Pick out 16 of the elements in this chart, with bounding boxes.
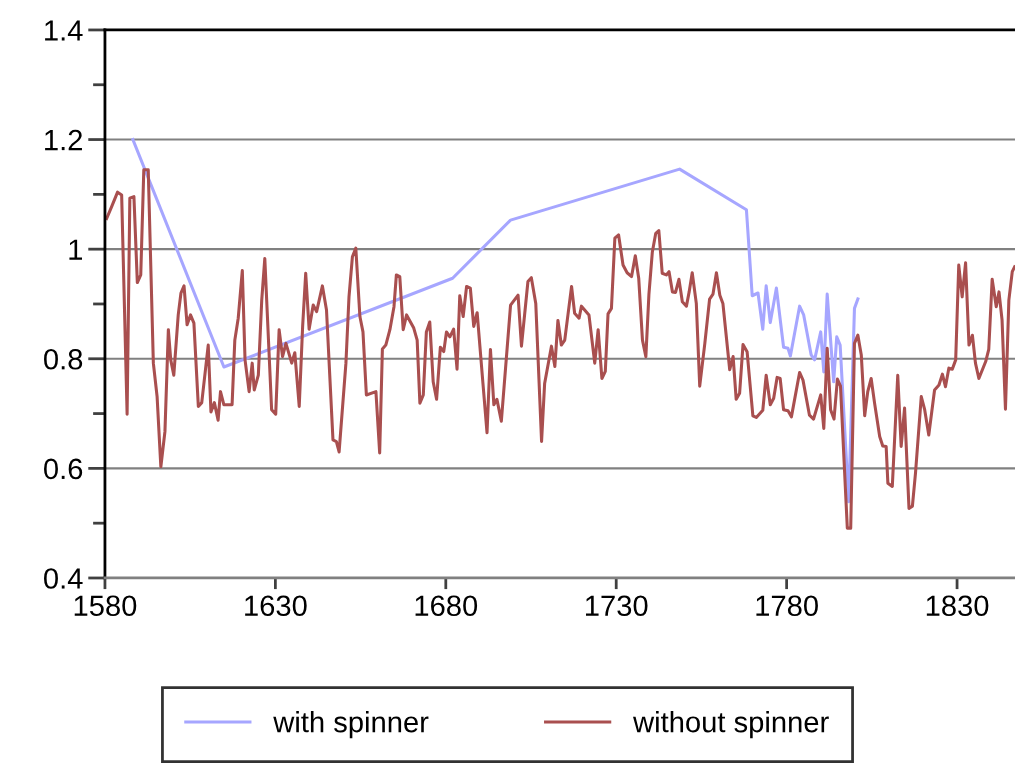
legend-label: with spinner xyxy=(273,710,429,739)
x-tick-label: 1830 xyxy=(926,595,989,617)
x-tick-label: 1730 xyxy=(586,595,648,617)
line-series xyxy=(131,138,860,504)
x-tick-label: 1680 xyxy=(415,595,478,617)
y-tick-label: 1.4 xyxy=(45,20,83,41)
y-tick-label: 0.8 xyxy=(44,348,83,370)
y-tick-label: 0.6 xyxy=(44,458,83,480)
x-tick-label: 1630 xyxy=(245,595,307,617)
y-tick-label: 0.4 xyxy=(44,568,83,589)
line-series xyxy=(105,168,1015,530)
y-tick-label: 1 xyxy=(69,239,82,260)
x-tick-label: 1780 xyxy=(756,595,818,617)
legend-label: without spinner xyxy=(633,710,829,739)
x-tick-label: 1580 xyxy=(74,595,137,617)
y-tick-label: 1.2 xyxy=(45,129,82,151)
